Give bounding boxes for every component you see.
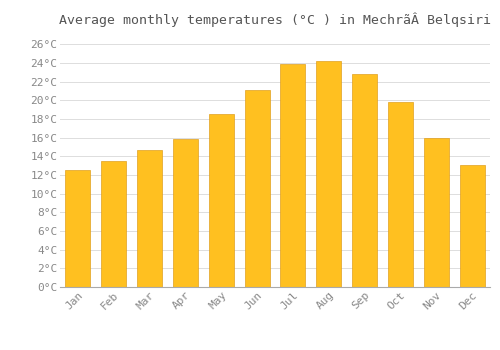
Bar xyxy=(208,114,234,287)
Bar xyxy=(388,102,413,287)
Bar xyxy=(424,138,449,287)
Bar xyxy=(280,64,305,287)
Bar xyxy=(316,61,342,287)
Bar xyxy=(460,165,484,287)
Bar xyxy=(173,139,198,287)
Bar xyxy=(66,170,90,287)
Title: Average monthly temperatures (°C ) in MechrãÂ Belqsiri: Average monthly temperatures (°C ) in Me… xyxy=(59,12,491,27)
Bar xyxy=(244,90,270,287)
Bar xyxy=(137,150,162,287)
Bar xyxy=(352,74,377,287)
Bar xyxy=(101,161,126,287)
